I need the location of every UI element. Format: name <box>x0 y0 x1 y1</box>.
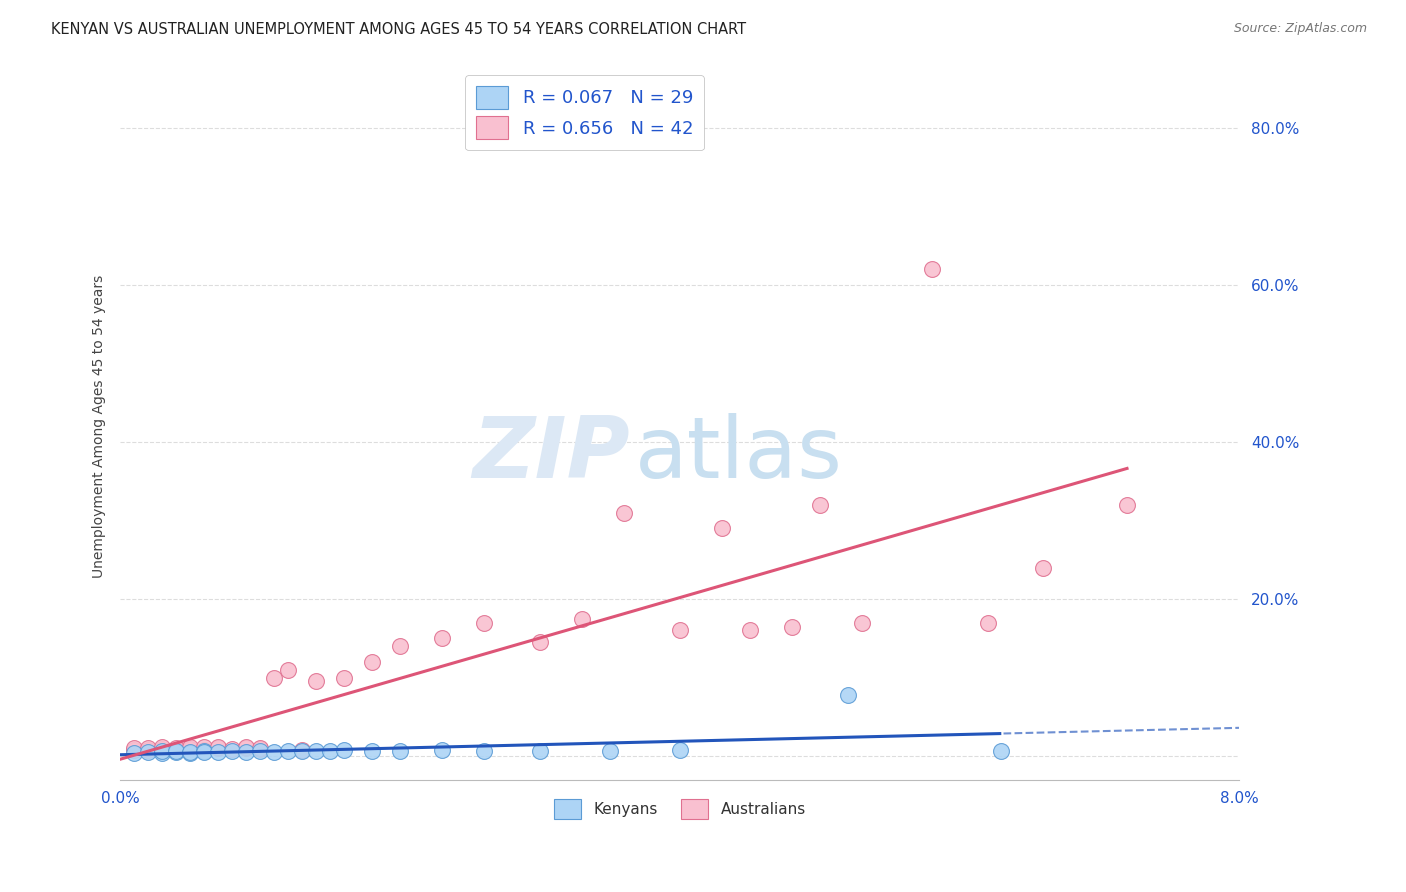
Point <box>150 743 173 757</box>
Point <box>319 743 342 757</box>
Point <box>249 742 271 756</box>
Point <box>165 743 187 757</box>
Point <box>472 615 495 630</box>
Point <box>738 624 761 638</box>
Point <box>333 743 356 757</box>
Point <box>710 521 733 535</box>
Point <box>837 688 859 702</box>
Point <box>207 745 229 759</box>
Text: Source: ZipAtlas.com: Source: ZipAtlas.com <box>1233 22 1367 36</box>
Point <box>235 741 257 756</box>
Point <box>179 745 201 759</box>
Point <box>263 671 285 685</box>
Point <box>122 741 145 756</box>
Point <box>529 635 551 649</box>
Point <box>291 743 314 757</box>
Point <box>291 743 314 757</box>
Y-axis label: Unemployment Among Ages 45 to 54 years: Unemployment Among Ages 45 to 54 years <box>93 275 107 578</box>
Point <box>1032 560 1054 574</box>
Point <box>207 739 229 754</box>
Point <box>249 744 271 758</box>
Point <box>571 612 593 626</box>
Point <box>430 743 453 757</box>
Point <box>221 742 243 756</box>
Point <box>851 615 873 630</box>
Point <box>150 744 173 758</box>
Point <box>668 624 690 638</box>
Point <box>333 671 356 685</box>
Point <box>529 744 551 758</box>
Point <box>976 615 998 630</box>
Point <box>249 741 271 756</box>
Point <box>235 745 257 759</box>
Point <box>990 744 1012 758</box>
Point <box>165 743 187 757</box>
Point <box>179 746 201 760</box>
Point <box>150 742 173 756</box>
Point <box>122 743 145 757</box>
Point <box>361 655 384 669</box>
Point <box>165 745 187 759</box>
Text: KENYAN VS AUSTRALIAN UNEMPLOYMENT AMONG AGES 45 TO 54 YEARS CORRELATION CHART: KENYAN VS AUSTRALIAN UNEMPLOYMENT AMONG … <box>51 22 745 37</box>
Point <box>235 739 257 754</box>
Legend: Kenyans, Australians: Kenyans, Australians <box>548 793 811 825</box>
Point <box>179 742 201 756</box>
Point <box>472 743 495 757</box>
Point <box>221 744 243 758</box>
Text: atlas: atlas <box>636 413 844 496</box>
Point <box>305 674 328 689</box>
Point <box>613 506 636 520</box>
Point <box>599 743 621 757</box>
Point <box>150 746 173 760</box>
Point <box>165 741 187 756</box>
Text: ZIP: ZIP <box>472 413 630 496</box>
Point <box>668 743 690 757</box>
Point <box>277 743 299 757</box>
Point <box>388 743 411 757</box>
Point <box>193 739 215 754</box>
Point <box>193 745 215 759</box>
Point <box>1116 498 1139 512</box>
Point <box>361 744 384 758</box>
Point <box>388 639 411 653</box>
Point <box>263 745 285 759</box>
Point <box>122 746 145 760</box>
Point <box>277 663 299 677</box>
Point <box>780 619 803 633</box>
Point <box>430 632 453 646</box>
Point <box>136 741 159 756</box>
Point <box>136 745 159 759</box>
Point <box>150 740 173 755</box>
Point <box>136 743 159 757</box>
Point <box>179 740 201 755</box>
Point <box>921 262 943 277</box>
Point <box>193 744 215 758</box>
Point <box>305 744 328 758</box>
Point <box>193 743 215 757</box>
Point <box>808 498 831 512</box>
Point <box>207 741 229 756</box>
